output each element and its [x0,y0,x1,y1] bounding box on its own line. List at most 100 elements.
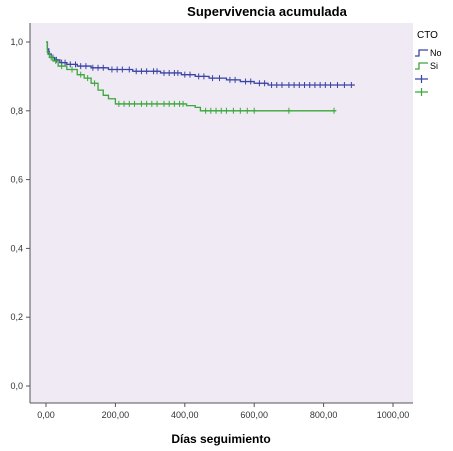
censor-mark [78,63,84,70]
censor-mark [302,82,308,88]
x-tick-label: 1000,00 [377,410,410,420]
chart-title: Supervivencia acumulada [187,4,347,19]
legend-label: No [430,48,442,58]
legend-label: Si [430,61,438,71]
censor-mark [109,66,115,73]
censor-mark [121,100,127,107]
censor-mark [341,82,347,88]
y-tick-label: 0,0 [10,381,23,391]
censor-mark [291,82,297,88]
censor-mark [334,82,340,88]
y-tick-label: 0,8 [10,106,23,116]
censor-mark [175,69,181,76]
censor-mark [92,80,98,87]
censor-mark [227,76,233,83]
censor-mark [62,59,68,66]
censor-mark [78,71,84,78]
censor-mark [144,68,150,75]
x-tick-label: 800,00 [310,410,338,420]
censor-mark [69,66,75,73]
censor-mark [210,75,216,82]
censor-mark [154,68,160,75]
x-tick-label: 600,00 [240,410,268,420]
y-tick-label: 1,0 [10,37,23,47]
censor-mark [100,64,106,71]
censor-mark [262,80,268,87]
censor-mark [286,82,292,88]
censor-mark [133,68,139,75]
x-tick-label: 0,00 [37,410,55,420]
legend-swatch [415,62,428,70]
legend-censor-swatch [415,75,428,83]
censor-mark [187,71,193,78]
censor-mark [218,107,224,114]
censor-mark [317,82,323,88]
censor-mark [251,107,257,114]
censor-mark [217,75,222,82]
censor-mark [53,56,59,63]
series-si [46,41,337,114]
censor-mark [348,82,354,88]
censor-mark [126,100,132,107]
censor-mark [154,100,160,107]
censor-mark [256,80,262,87]
x-axis-label: Días seguimiento [171,432,270,446]
censor-mark [161,100,167,107]
axes: 0,00 200,00 400,00 600,00 800,00 1000,00 0,0 0,… [10,23,413,420]
censor-mark [201,73,207,80]
legend-entry [415,88,428,96]
censor-mark [331,107,337,114]
censor-mark [208,107,214,114]
legend-entry [415,75,428,83]
censor-mark [85,75,91,82]
x-tick-label: 200,00 [102,410,130,420]
series-layer [46,41,355,114]
censor-mark [59,63,65,70]
censor-mark [126,66,132,73]
legend-title: CTO [417,30,438,41]
censor-mark [223,107,229,114]
legend-entry: No [415,48,442,58]
censor-mark [322,82,328,88]
censor-mark [138,100,144,107]
censor-mark [116,100,122,107]
censor-mark [95,64,101,71]
censor-mark [90,64,96,71]
censor-mark [149,100,155,107]
censor-mark [237,107,243,114]
censor-mark [274,82,280,88]
censor-mark [248,78,254,85]
censor-mark [232,76,238,83]
censor-mark [312,82,318,88]
censor-mark [230,107,236,114]
y-tick-label: 0,4 [10,243,23,253]
x-tick-label: 400,00 [171,410,199,420]
censor-mark [213,107,219,114]
censor-mark [161,69,167,76]
censor-mark [138,68,144,75]
y-tick-label: 0,2 [10,312,23,322]
censor-mark [328,82,334,88]
censor-mark [243,78,249,85]
censor-mark [244,107,250,114]
censor-mark [114,66,120,73]
y-tick-label: 0,6 [10,175,23,185]
censor-mark [279,82,285,88]
censor-mark [53,57,59,64]
legend-censor-swatch [415,88,428,96]
censor-mark [182,71,188,78]
censor-mark [83,63,89,70]
legend-entry: Si [415,61,438,71]
censor-mark [196,73,202,80]
censor-mark [180,100,186,107]
censor-mark [307,82,313,88]
legend: CTO No Si [415,30,442,96]
censor-mark [67,61,73,68]
censor-mark [166,69,172,76]
censor-mark [119,66,125,73]
survival-line-si [46,41,336,112]
censor-mark [296,82,302,88]
censor-mark [144,100,150,107]
censor-mark [171,100,177,107]
